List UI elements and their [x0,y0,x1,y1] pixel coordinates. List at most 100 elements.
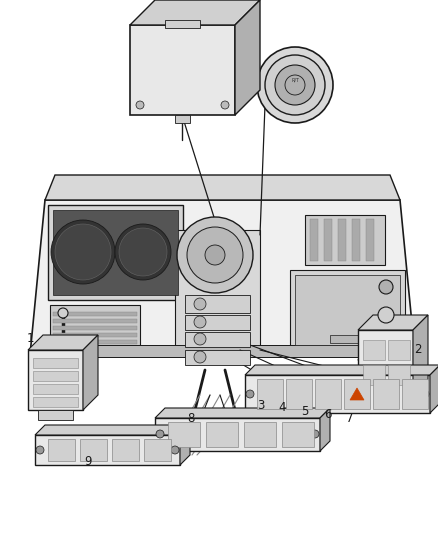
Text: 7: 7 [346,412,353,425]
Bar [290,270,405,350]
Circle shape [51,220,115,284]
Bar [330,335,365,343]
Polygon shape [83,335,98,410]
Bar [53,326,137,330]
Polygon shape [358,330,413,395]
Circle shape [136,101,144,109]
Circle shape [194,333,206,345]
Text: 5: 5 [301,405,308,418]
Bar [305,215,385,265]
Text: 8: 8 [187,412,194,425]
Bar [388,365,410,385]
Bar [168,422,200,447]
Text: 4: 4 [279,401,286,414]
Polygon shape [245,365,438,375]
Bar [310,219,318,261]
Polygon shape [155,418,320,451]
Bar [53,319,137,323]
Bar [165,20,200,28]
Bar [363,365,385,385]
Bar [363,340,385,360]
Bar [185,295,250,313]
Bar [53,333,137,337]
Circle shape [421,390,429,398]
Polygon shape [175,230,260,350]
Circle shape [311,430,319,438]
Polygon shape [28,350,83,410]
Text: 1: 1 [27,332,35,345]
Bar [80,439,107,461]
Bar [48,439,75,461]
Circle shape [194,298,206,310]
Bar [33,371,78,381]
Polygon shape [35,435,180,465]
Polygon shape [245,375,430,413]
Bar [344,379,370,409]
Polygon shape [35,425,190,435]
Bar [352,219,360,261]
Circle shape [55,224,111,280]
Text: 6: 6 [324,408,332,421]
Text: R/T: R/T [291,77,299,83]
Circle shape [194,316,206,328]
Text: 3: 3 [257,399,264,411]
Polygon shape [358,315,428,330]
Circle shape [194,351,206,363]
Polygon shape [53,210,178,295]
Polygon shape [28,335,98,350]
Polygon shape [320,408,330,451]
Bar [38,410,73,420]
Bar [50,305,140,350]
Polygon shape [30,200,415,355]
Circle shape [205,245,225,265]
Circle shape [115,224,171,280]
Bar [388,340,410,360]
Bar [53,312,137,316]
Circle shape [156,430,164,438]
Bar [315,379,341,409]
Text: 2: 2 [414,343,422,356]
Bar [33,384,78,394]
Bar [33,397,78,407]
Polygon shape [180,425,190,465]
Bar [185,332,250,347]
Bar [40,345,410,357]
Bar [324,219,332,261]
Polygon shape [130,0,260,25]
Bar [185,315,250,330]
Bar [257,379,283,409]
Circle shape [285,75,305,95]
Bar [33,358,78,368]
Bar [244,422,276,447]
Circle shape [379,280,393,294]
Bar [144,439,171,461]
Circle shape [119,228,167,276]
Bar [282,422,314,447]
Circle shape [257,47,333,123]
Bar [112,439,139,461]
Bar [338,219,346,261]
Text: 9: 9 [84,455,92,467]
Polygon shape [130,25,235,115]
Circle shape [246,390,254,398]
Circle shape [187,227,243,283]
Circle shape [275,65,315,105]
Polygon shape [350,388,364,400]
Polygon shape [235,0,260,115]
Bar [286,379,312,409]
Circle shape [265,55,325,115]
Bar [373,379,399,409]
Bar [206,422,238,447]
Bar [366,219,374,261]
Circle shape [378,307,394,323]
Polygon shape [48,205,183,300]
Polygon shape [430,365,438,413]
Polygon shape [413,315,428,395]
Circle shape [171,446,179,454]
Bar [175,115,190,123]
Circle shape [221,101,229,109]
Bar [295,275,400,345]
Circle shape [177,217,253,293]
Polygon shape [45,175,400,200]
Polygon shape [155,408,330,418]
